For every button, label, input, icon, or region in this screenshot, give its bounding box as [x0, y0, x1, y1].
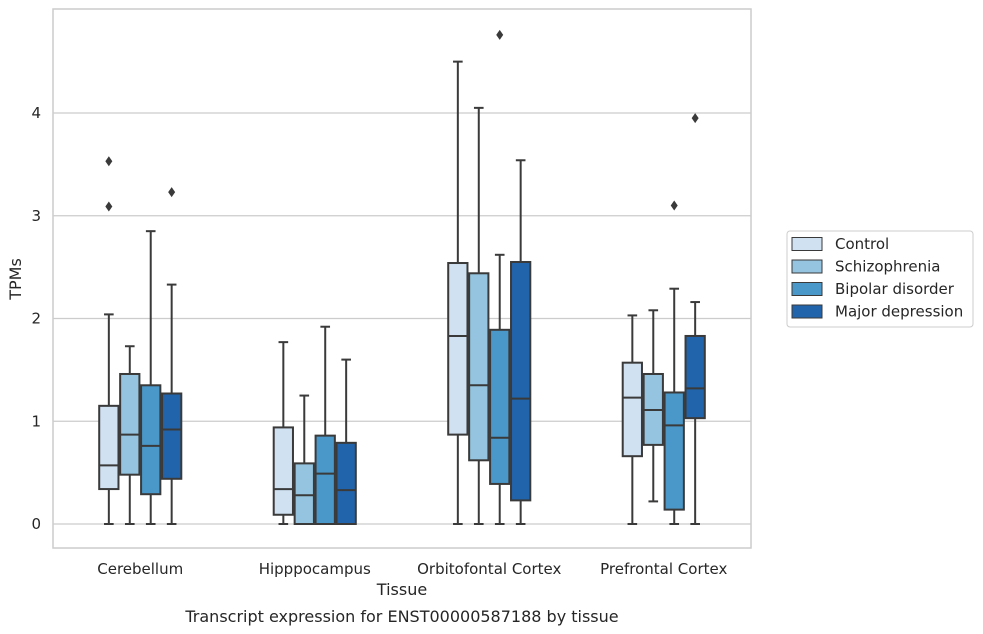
legend-swatch [791, 237, 823, 251]
y-tick-label: 3 [31, 207, 41, 225]
box [293, 394, 315, 526]
box-body [468, 272, 490, 462]
legend-swatch [791, 282, 823, 296]
box-body [272, 426, 294, 516]
box-body [663, 391, 685, 511]
box [489, 29, 511, 525]
box [468, 106, 490, 525]
box [684, 113, 706, 525]
box-body [161, 392, 183, 480]
legend-frame [786, 230, 974, 328]
box-body [119, 372, 141, 476]
box-series-group [98, 29, 706, 526]
box [335, 358, 357, 526]
outlier-point [670, 200, 678, 211]
outlier-point [496, 29, 504, 40]
box-body [684, 334, 706, 420]
x-tick-label: Orbitofontal Cortex [417, 560, 561, 578]
series-schizophrenia [119, 106, 664, 526]
y-axis-label: TPMs [6, 258, 25, 301]
box-body [621, 361, 643, 458]
series-major-depression [161, 113, 706, 526]
plot-frame [52, 8, 752, 549]
outlier-point [105, 156, 113, 167]
box-body [314, 434, 336, 526]
box [161, 187, 183, 525]
chart-caption: Transcript expression for ENST0000058718… [184, 607, 618, 626]
box-body [447, 262, 469, 436]
box [98, 156, 120, 525]
box-body [98, 404, 120, 491]
box [447, 60, 469, 525]
x-axis-label: Tissue [376, 580, 427, 599]
legend-label: Schizophrenia [835, 258, 940, 276]
outlier-point [691, 113, 699, 124]
box [119, 345, 141, 525]
box [314, 325, 336, 526]
y-tick-label: 1 [31, 412, 41, 430]
box [510, 159, 532, 525]
box [642, 309, 664, 503]
y-tick-labels: 0 1 2 3 4 [31, 104, 41, 533]
box [140, 230, 162, 525]
x-tick-label: Cerebellum [97, 560, 183, 578]
x-tick-labels: Cerebellum Hipppocampus Orbitofontal Corte… [97, 560, 727, 578]
box [621, 314, 643, 525]
outlier-point [105, 201, 113, 212]
x-tick-label: Hipppocampus [259, 560, 371, 578]
box [663, 200, 685, 525]
box-body [335, 441, 357, 526]
box [272, 341, 294, 525]
x-tick-label: Prefrontal Cortex [600, 560, 727, 578]
legend-swatch [791, 259, 823, 274]
outlier-point [168, 187, 176, 198]
y-tick-label: 0 [31, 515, 41, 533]
box-body [140, 384, 162, 496]
y-tick-label: 2 [31, 310, 41, 328]
y-tick-label: 4 [31, 104, 41, 122]
series-control [98, 60, 643, 525]
legend-label: Control [835, 235, 889, 253]
box-body [293, 462, 315, 526]
legend-label: Bipolar disorder [835, 280, 955, 298]
legend-swatch [791, 304, 823, 319]
box-body [489, 328, 511, 485]
series-bipolar-disorder [140, 29, 685, 526]
legend-label: Major depression [835, 303, 963, 321]
legend: Control Schizophrenia Bipolar disorder Majo… [786, 230, 974, 328]
box-body [510, 260, 532, 502]
